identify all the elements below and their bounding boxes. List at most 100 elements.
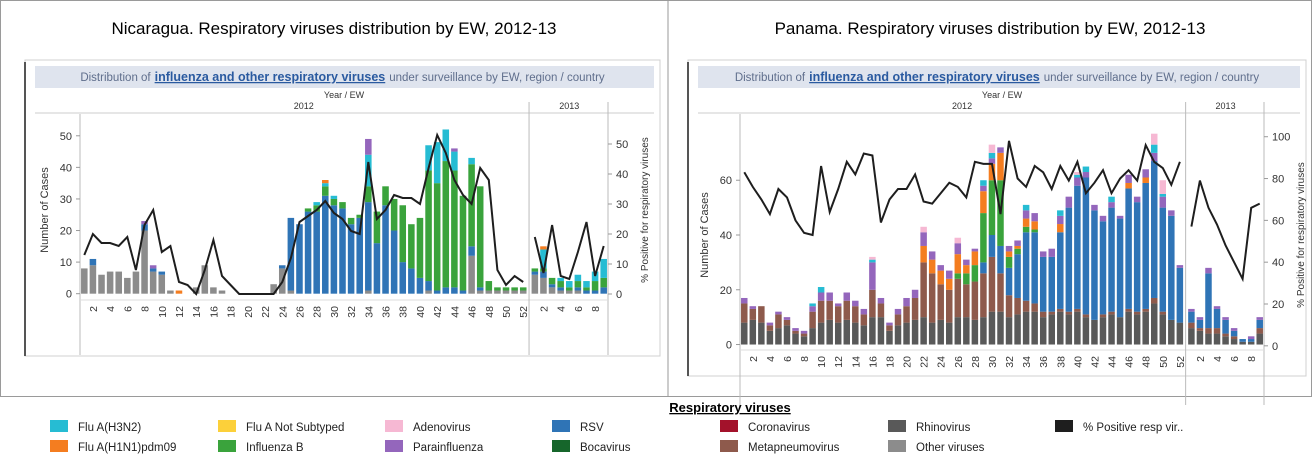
x-header: Year / EW	[324, 90, 365, 100]
y-tick-label: 0	[726, 340, 732, 352]
x-tick-label: 4	[556, 306, 568, 312]
x-tick-label: 8	[590, 306, 602, 312]
bar-segment	[1125, 174, 1132, 183]
bar-segment	[278, 265, 286, 269]
bar-segment	[886, 330, 893, 345]
bar-segment	[270, 284, 277, 294]
x-tick-label: 32	[1004, 356, 1016, 368]
bar-segment	[1031, 229, 1038, 233]
year-label: 2012	[294, 101, 314, 111]
bar-segment	[997, 311, 1004, 345]
x-tick-label: 4	[105, 306, 117, 312]
bar-segment	[1213, 306, 1221, 309]
bar-segment	[971, 251, 979, 266]
bar-segment	[1196, 328, 1204, 331]
bar-segment	[1256, 319, 1263, 329]
bar-segment	[834, 303, 842, 307]
bar-segment	[988, 256, 996, 312]
bar-segment	[894, 308, 902, 315]
legend-swatch	[385, 420, 403, 432]
x-tick-label: 4	[765, 356, 777, 362]
bar-segment	[1150, 133, 1158, 145]
bar-segment	[365, 154, 372, 187]
bar-segment	[1005, 267, 1013, 296]
legend-label: Rhinovirus	[916, 422, 971, 434]
bar-segment	[1057, 215, 1064, 225]
y2-tick-label: 50	[616, 139, 628, 151]
y-tick-label: 40	[720, 230, 732, 242]
bar-segment	[540, 249, 547, 269]
bar-segment	[980, 213, 987, 263]
bar-segment	[869, 256, 876, 260]
bar-segment	[937, 284, 944, 320]
bar-segment	[600, 287, 607, 294]
bar-segment	[1031, 303, 1038, 312]
bar-segment	[946, 270, 953, 279]
x-tick-label: 48	[484, 306, 496, 318]
bar-segment	[1176, 265, 1184, 268]
bar-segment	[766, 330, 774, 345]
bar-segment	[557, 287, 564, 291]
x-tick-label: 40	[1072, 356, 1084, 368]
bar-segment	[451, 170, 458, 288]
x-tick-label: 14	[850, 356, 862, 368]
bar-segment	[322, 180, 329, 184]
year-label: 2013	[559, 101, 579, 111]
bar-segment	[1205, 267, 1212, 274]
bar-segment	[1091, 210, 1098, 320]
legend-swatch	[552, 420, 570, 432]
bar-segment	[937, 319, 944, 345]
bar-segment	[1205, 273, 1212, 329]
bar-segment	[783, 319, 791, 326]
y2-tick-label: 100	[1272, 132, 1290, 144]
bar-segment	[304, 208, 312, 212]
bar-segment	[356, 214, 363, 218]
bar-segment	[783, 317, 791, 320]
x-tick-label: 46	[467, 306, 479, 318]
x-tick-label: 6	[122, 306, 134, 312]
bar-segment	[1196, 330, 1204, 345]
bar-segment	[1014, 245, 1021, 249]
x-tick-label: 38	[398, 306, 410, 318]
bar-segment	[954, 237, 962, 244]
bar-segment	[382, 186, 389, 206]
bar-segment	[1005, 295, 1013, 318]
x-tick-label: 20	[243, 306, 255, 318]
bar-segment	[1057, 311, 1064, 345]
bar-segment	[1022, 204, 1030, 211]
y-tick-label: 60	[720, 175, 732, 187]
legend-swatch	[50, 420, 68, 432]
legend-swatch	[552, 440, 570, 452]
bar-segment	[218, 290, 226, 294]
bar-segment	[1222, 333, 1229, 337]
bar-segment	[971, 248, 979, 252]
bar-segment	[1039, 317, 1047, 345]
bar-segment	[476, 290, 484, 294]
bar-segment	[519, 287, 527, 291]
bar-segment	[749, 308, 757, 320]
bar-segment	[1099, 314, 1107, 318]
bar-segment	[322, 195, 329, 294]
bar-segment	[1230, 328, 1238, 331]
bar-segment	[1091, 319, 1098, 345]
bar-segment	[583, 287, 590, 291]
bar-segment	[749, 319, 757, 345]
bar-segment	[1213, 333, 1221, 345]
bar-segment	[494, 287, 501, 291]
percent-line	[83, 132, 524, 296]
bar-segment	[928, 322, 936, 345]
bar-segment	[963, 284, 970, 318]
bar-segment	[1247, 339, 1255, 342]
x-tick-label: 26	[953, 356, 965, 368]
bar-segment	[98, 274, 105, 294]
legend-label: Flu A(H3N2)	[78, 422, 141, 434]
bar-segment	[809, 311, 816, 329]
bar-segment	[540, 277, 547, 294]
legend-label: Metapneumovirus	[748, 442, 840, 454]
x-tick-label: 52	[1175, 356, 1187, 368]
x-tick-label: 42	[1089, 356, 1101, 368]
legend-swatch	[50, 440, 68, 452]
bar-segment	[425, 145, 432, 171]
bar-segment	[1150, 297, 1158, 304]
bar-segment	[141, 221, 148, 225]
